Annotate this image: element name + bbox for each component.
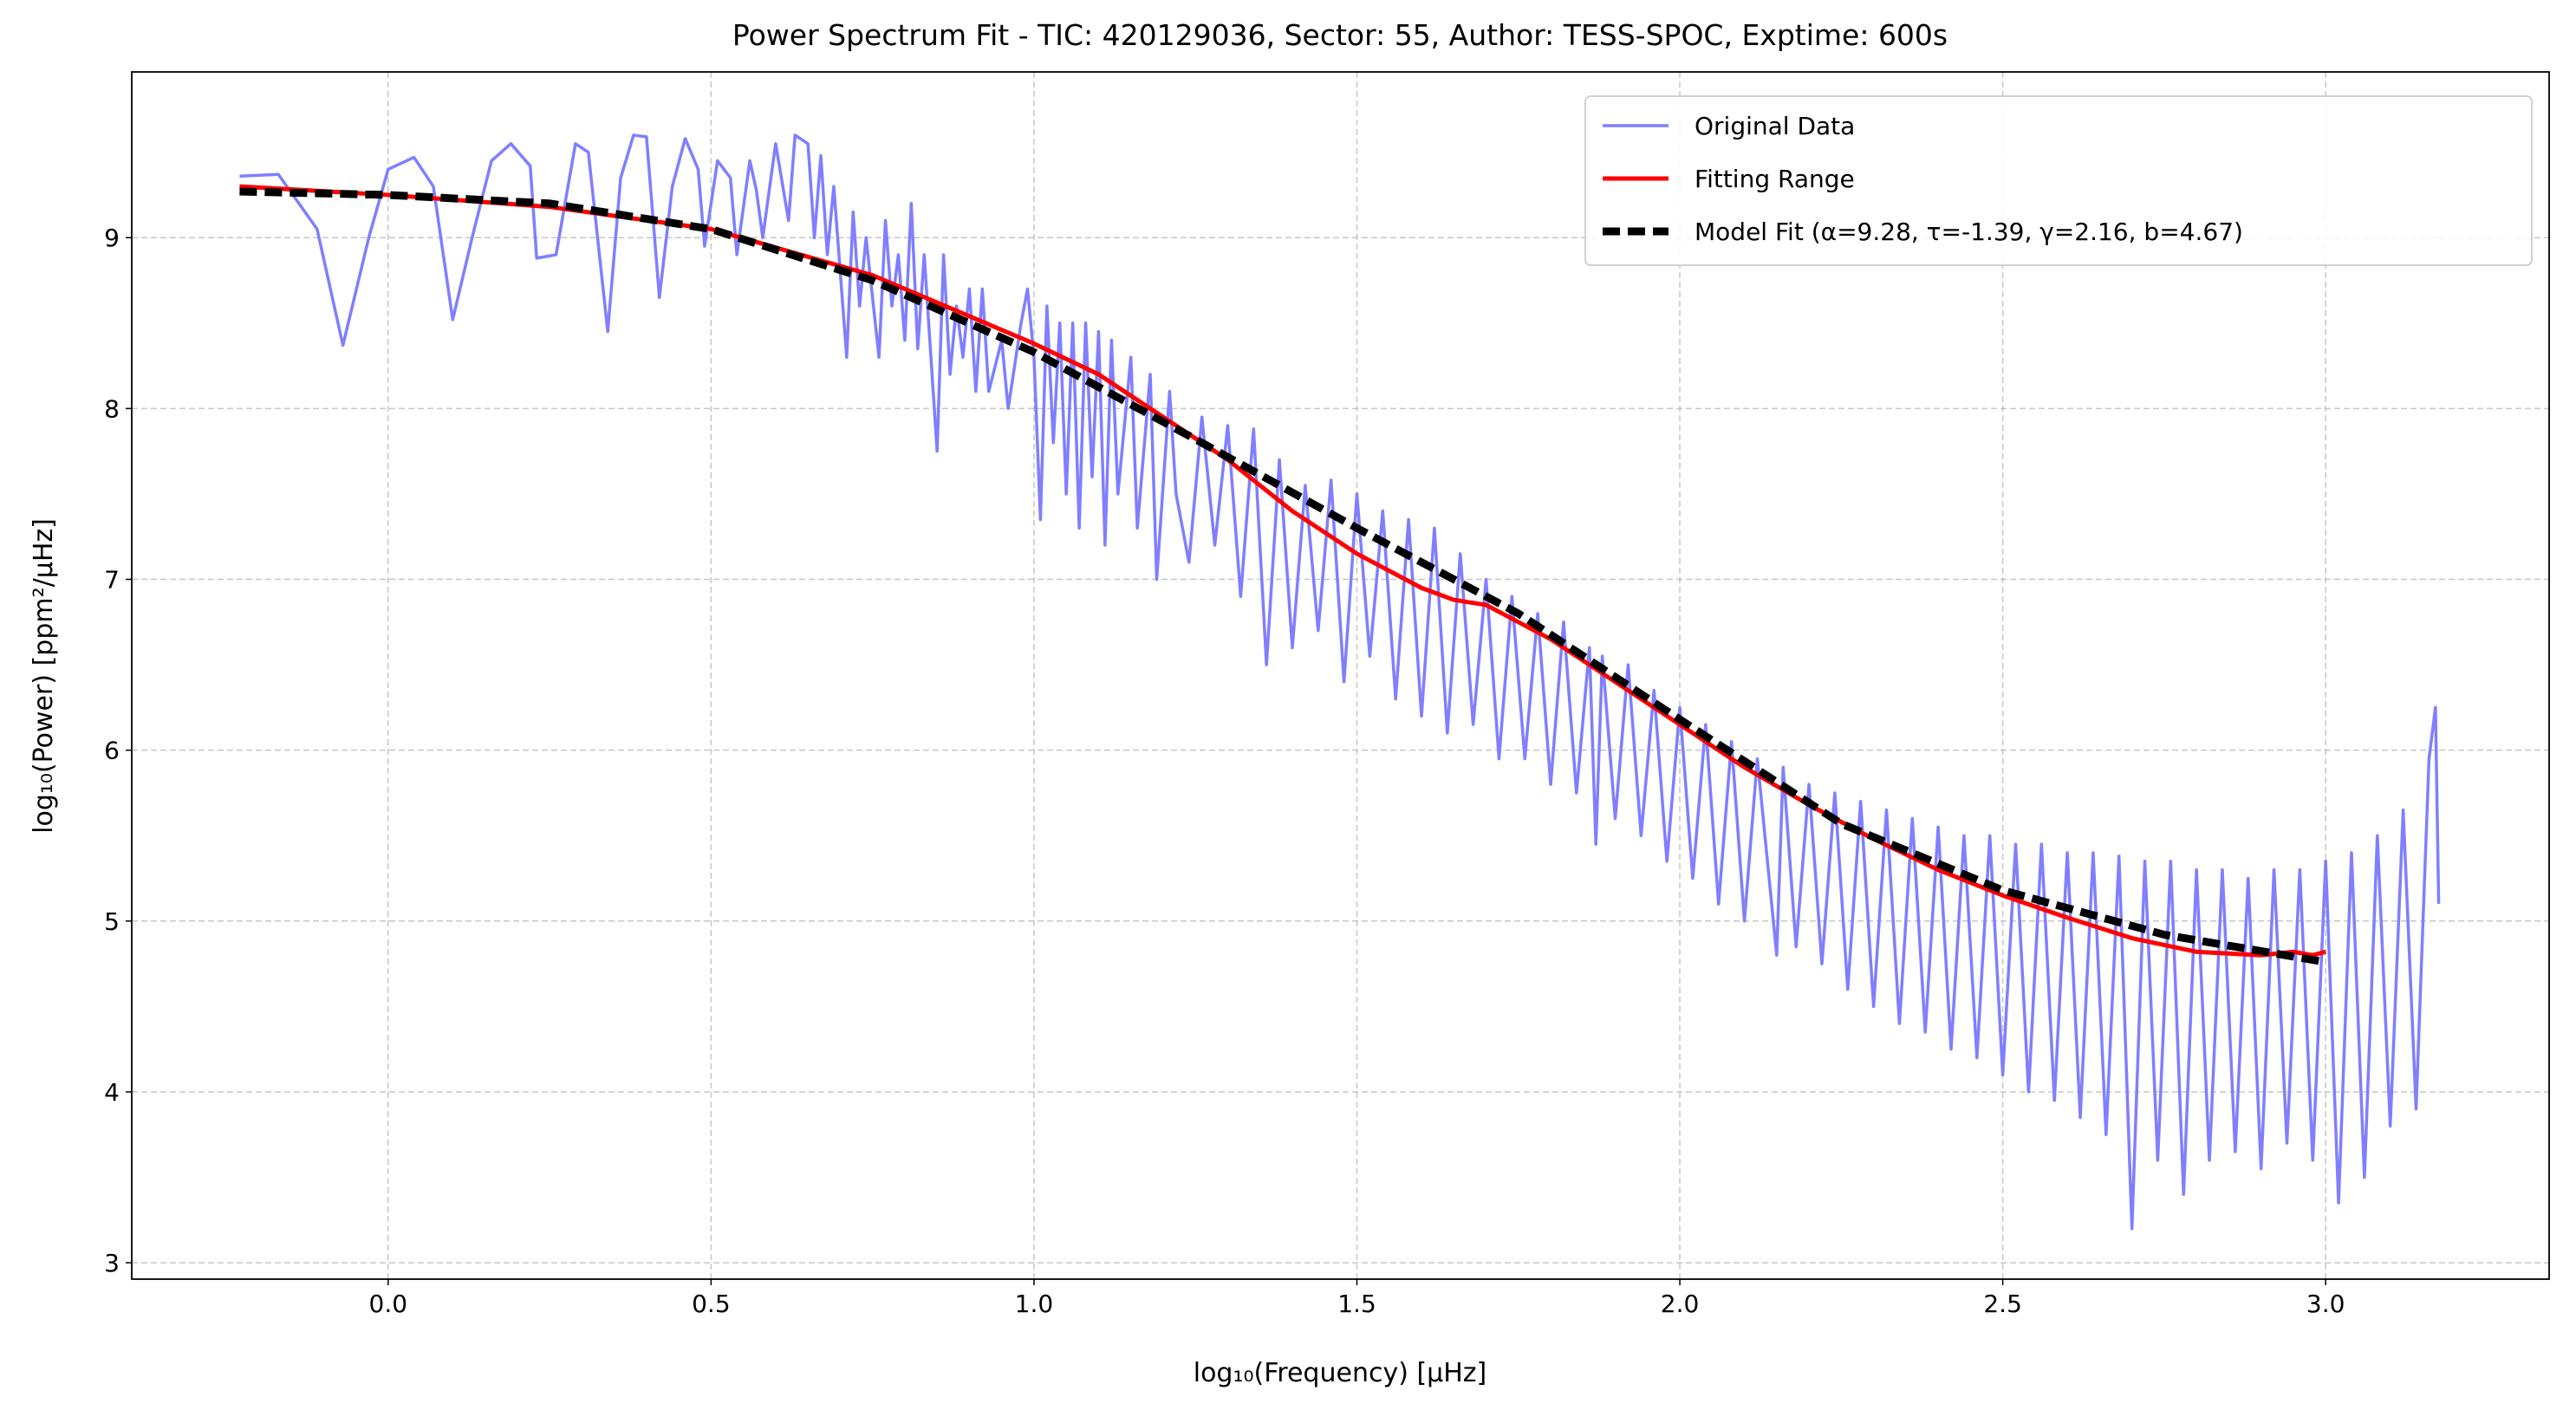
legend-label: Model Fit (α=9.28, τ=-1.39, γ=2.16, b=4.… (1695, 218, 2243, 246)
x-tick-label: 2.5 (1983, 1290, 2022, 1318)
y-axis-label: log₁₀(Power) [ppm²/μHz] (29, 518, 59, 834)
y-tick-label: 8 (104, 394, 120, 423)
legend-label: Fitting Range (1695, 165, 1855, 193)
series-line (239, 187, 2326, 966)
chart-title: Power Spectrum Fit - TIC: 420129036, Sec… (732, 18, 1948, 52)
x-tick-label: 0.0 (369, 1290, 408, 1318)
x-tick-label: 1.5 (1337, 1290, 1376, 1318)
y-tick-label: 5 (104, 907, 120, 936)
y-tick-label: 9 (104, 224, 120, 252)
legend-label: Original Data (1695, 112, 1855, 140)
y-tick-label: 7 (104, 566, 120, 595)
legend-box (1584, 95, 2533, 266)
legend: Original Data Fitting Range Model Fit (α=9… (1584, 95, 2533, 266)
y-tick-label: 4 (104, 1078, 120, 1107)
series-line (239, 133, 2441, 1231)
x-tick-label: 2.0 (1661, 1290, 1700, 1318)
plot-frame (131, 71, 2550, 1280)
y-tick-label: 3 (104, 1249, 120, 1277)
x-tick-label: 1.0 (1015, 1290, 1054, 1318)
x-tick-label: 0.5 (692, 1290, 731, 1318)
x-tick-label: 3.0 (2306, 1290, 2345, 1318)
x-axis-label: log₁₀(Frequency) [μHz] (1194, 1358, 1487, 1388)
y-tick-label: 6 (104, 737, 120, 765)
